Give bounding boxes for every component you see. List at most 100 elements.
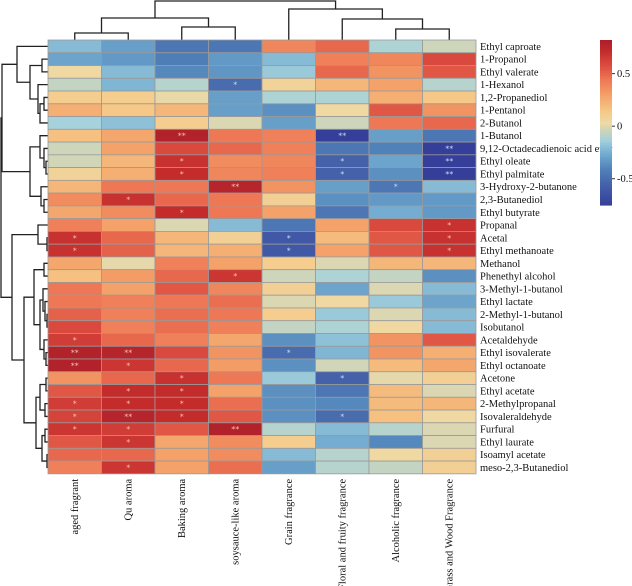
colorbar-segment [600,141,612,144]
colorbar-segment [600,68,612,72]
significance-mark: * [126,196,130,205]
heatmap-cell [101,333,156,347]
significance-mark: ** [178,132,186,141]
heatmap-cell [208,358,263,373]
heatmap-cell [368,77,423,92]
heatmap-cell [47,103,102,117]
heatmap-cell [368,230,423,245]
colorbar-segment [600,75,612,78]
heatmap-cell [154,447,209,462]
significance-mark: ** [124,349,132,358]
heatmap-cell [261,167,316,181]
heatmap-cell [315,52,370,66]
heatmap-cell [47,384,102,398]
colorbar-tick-label: -0.5 [617,174,632,185]
heatmap-cell [47,128,102,143]
heatmap-cell [315,345,370,360]
significance-mark: * [233,81,237,90]
heatmap-cell [315,320,370,334]
heatmap-cell [315,179,370,194]
heatmap-cell [261,435,316,449]
heatmap-cell [47,179,102,194]
significance-mark: * [180,374,184,383]
colorbar-segment [600,91,612,95]
heatmap-cell [101,128,156,143]
heatmap-cell [261,141,316,156]
row-label: Propanal [480,221,517,232]
heatmap-cell [101,77,156,92]
heatmap-cell [154,460,209,475]
row-label: 2,3-Butanediol [480,195,543,206]
heatmap-cell [368,384,423,398]
column-label: soysauce-like aroma [231,479,242,565]
colorbar-segment [600,77,612,80]
colorbar-segment [600,136,612,140]
colorbar-segment [600,159,612,163]
heatmap-cell [422,384,477,398]
heatmap-cell [208,52,263,66]
heatmap-cell [315,447,370,462]
row-label: 2-Butanol [480,118,522,129]
heatmap-cell [208,103,263,117]
dendrogram-link [181,26,236,40]
heatmap-cell [261,384,316,398]
heatmap-cell [208,294,263,309]
colorbar-segment [600,114,612,117]
significance-mark: ** [445,144,453,153]
heatmap-cell [368,307,423,322]
colorbar-segment [600,87,612,91]
colorbar-segment [600,95,612,99]
heatmap-cell [261,460,316,475]
heatmap-cell [315,307,370,322]
column-label: Floral and fruity fragrance [338,479,349,586]
heatmap-cell [154,269,209,283]
heatmap-cell [261,65,316,79]
heatmap-cell [261,422,316,436]
colorbar-segment [600,81,612,84]
column-label: aged fragrant [70,479,81,535]
heatmap-cell [47,90,102,105]
significance-mark: * [180,170,184,179]
row-label: Ethyl isovalerate [480,348,551,359]
heatmap-cell [368,320,423,334]
heatmap-cell [261,447,316,462]
row-label: Ethyl laurate [480,437,534,448]
heatmap-cell [154,230,209,245]
colorbar-segment [600,132,612,136]
colorbar-segment [600,134,612,138]
row-label: Acetone [480,374,515,385]
heatmap-cell [422,205,477,220]
heatmap-cell [368,294,423,309]
row-label: Isovaleraldehyde [480,412,552,423]
dendrogram-link [44,428,48,443]
heatmap-cell [315,384,370,398]
heatmap-cell [422,103,477,117]
heatmap-cell [154,333,209,347]
heatmap-cell [101,167,156,181]
significance-mark: * [180,412,184,421]
colorbar-segment [600,50,612,53]
colorbar-segment [600,202,612,206]
row-label: Ethyl oleate [480,157,531,168]
heatmap-cell [208,320,263,334]
colorbar-segment [600,112,612,115]
heatmap-cell [154,65,209,79]
heatmap-cell [47,282,102,296]
row-label: Ethyl lactate [480,297,533,308]
heatmap-cell [101,307,156,322]
heatmap-cell [208,396,263,411]
heatmap-cell [101,103,156,117]
heatmap-cell [47,320,102,334]
heatmap-cell [208,230,263,245]
colorbar-segment [600,40,612,43]
row-dendrogram [0,45,48,469]
row-label: 1-Pentanol [480,106,526,117]
heatmap-cell [154,320,209,334]
heatmap-cell [154,39,209,54]
heatmap-cell [154,52,209,66]
row-label: Acetal [480,233,507,244]
colorbar-segment [600,108,612,111]
heatmap-cell [101,141,156,156]
dendrogram-link [43,198,48,213]
heatmap-cell [47,460,102,475]
